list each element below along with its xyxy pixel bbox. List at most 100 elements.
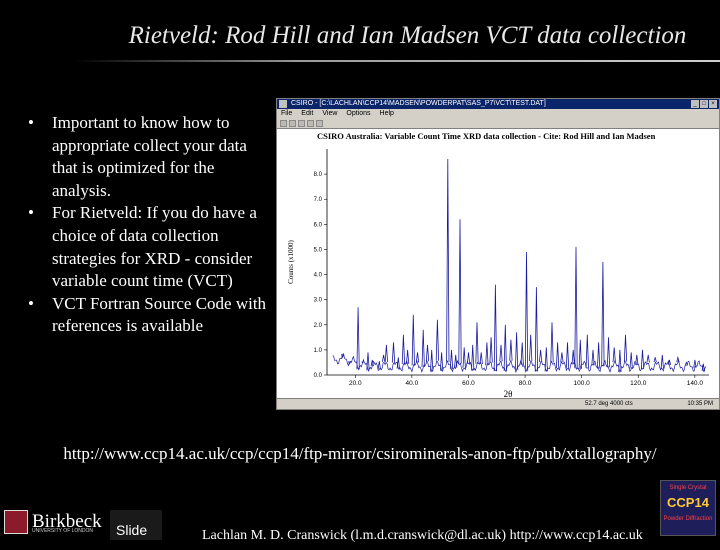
menu-file[interactable]: File [281,110,293,117]
bullet-text: For Rietveld: If you do have a choice of… [52,203,257,291]
menu-view[interactable]: View [322,110,338,117]
app-icon [279,100,287,108]
diffraction-peak [493,284,497,372]
diffraction-peak [411,314,415,366]
diffraction-peak [544,347,548,372]
ftp-link[interactable]: http://www.ccp14.ac.uk/ccp/ccp14/ftp-mir… [63,444,657,463]
diffraction-peak [571,349,575,365]
diffraction-peak [515,332,519,371]
diffraction-peak [361,361,365,363]
diffraction-peak [520,342,524,366]
close-icon[interactable]: × [709,100,717,108]
ccp14-logo: Single Crystal CCP14 Powder Diffraction [660,480,716,536]
diffraction-peak [612,347,616,363]
x-tick-label: 100.0 [574,380,591,387]
menu-edit[interactable]: Edit [301,110,314,117]
plot-area: CSIRO Australia: Variable Count Time XRD… [277,129,719,399]
institution-subtitle: UNIVERSITY OF LONDON [32,528,94,534]
window-toolbar [277,119,719,129]
diffraction-peak [370,359,374,367]
window-titlebar: CSIRO - [C:\LACHLAN\CCP14\MADSEN\POWDERP… [277,99,719,109]
slide-footer: Birkbeck UNIVERSITY OF LONDON Slide Lach… [0,480,720,543]
xrd-pattern-chart: 0.0 1.0 2.0 3.0 4.0 5.0 6.0 7.0 8.0 20.0 40.0 60.0 8… [287,149,709,399]
window-controls: _ □ × [691,100,717,108]
diffraction-peak [629,352,633,369]
diffraction-peak [479,352,483,365]
diffraction-peak [565,342,570,369]
y-tick-label: 2.0 [314,323,323,329]
diffraction-peak [556,342,560,369]
chart-title: CSIRO Australia: Variable Count Time XRD… [317,131,656,141]
diffraction-peak [425,344,430,362]
window-statusbar: 52.7 deg 4000 cts 10:35 PM [277,398,719,409]
crest-icon [4,510,28,534]
minimize-icon[interactable]: _ [691,100,699,108]
bullet-marker: • [28,113,34,132]
ccp14-logo-top: Single Crystal [669,485,707,491]
diffraction-peak [667,359,671,365]
author-credit: Lachlan M. D. Cranswick (l.m.d.cranswick… [202,528,643,543]
diffraction-peak [499,344,503,362]
toolbar-button[interactable] [307,120,314,127]
diffraction-peak [341,354,345,359]
bullet-text: VCT Fortran Source Code with references … [52,293,267,336]
diffraction-peak [415,352,420,363]
ccp14-logo-bottom: Powder Diffraction [663,516,713,522]
menu-help[interactable]: Help [379,110,394,117]
diffraction-peak [550,322,554,363]
diffraction-peak [454,354,458,368]
diffraction-peak [646,354,650,363]
diffraction-peak [635,354,639,365]
diffraction-peak [440,352,444,371]
x-tick-label: 120.0 [630,380,647,387]
diffraction-peak [640,349,645,369]
window-menubar: File Edit View Options Help [277,109,719,119]
diffraction-peak [348,361,352,365]
x-tick-label: 40.0 [406,380,419,387]
diffraction-peak [560,352,564,363]
window-title: CSIRO - [C:\LACHLAN\CCP14\MADSEN\POWDERP… [291,100,546,107]
diffraction-peak [458,219,462,364]
diffraction-peak [601,261,605,367]
diffraction-peak [574,246,578,369]
x-tick-label: 80.0 [519,380,532,387]
diffraction-peak [475,322,479,364]
y-tick-label: 7.0 [314,197,323,203]
y-axis-label: Counts (x1000) [287,239,295,283]
slide-label: Slide [110,510,162,540]
diffraction-peak [421,329,425,368]
ccp14-logo-mid: CCP14 [667,495,709,510]
x-tick-label: 20.0 [349,380,362,387]
bullet-list: • Important to know how to appropriate co… [22,112,270,338]
diffraction-peak [406,349,410,365]
diffraction-peak [384,344,388,363]
y-tick-label: 1.0 [314,348,323,354]
diffraction-peak [606,337,611,368]
diffraction-peak [366,352,370,371]
diffraction-peak [653,357,657,363]
institution-name: Birkbeck [32,511,102,532]
diffraction-peak [597,342,601,369]
menu-options[interactable]: Options [346,110,371,117]
toolbar-button[interactable] [280,120,287,127]
toolbar-button[interactable] [298,120,305,127]
diffraction-peak [466,352,471,364]
diffraction-peak [503,324,507,371]
diffraction-peak [430,349,434,372]
bullet-marker: • [28,203,34,223]
diffraction-peak [701,363,705,372]
maximize-icon[interactable]: □ [700,100,708,108]
bullet-item: • For Rietveld: If you do have a choice o… [22,202,270,292]
x-tick-label: 60.0 [462,380,475,387]
embedded-app-screenshot: CSIRO - [C:\LACHLAN\CCP14\MADSEN\POWDERP… [276,98,720,410]
diffraction-peak [485,342,489,366]
diffraction-peak [471,344,475,371]
diffraction-peak [539,349,543,363]
y-tick-label: 6.0 [314,222,323,228]
toolbar-button[interactable] [316,120,323,127]
diffraction-peak [693,359,697,368]
diffraction-peak [524,251,529,372]
toolbar-button[interactable] [289,120,296,127]
diffraction-peak [391,342,396,363]
diffraction-peak [377,361,381,370]
